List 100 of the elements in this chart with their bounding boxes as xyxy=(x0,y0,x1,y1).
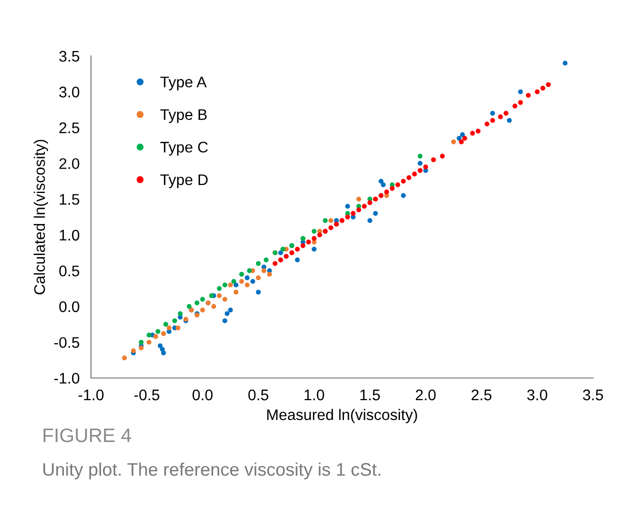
point xyxy=(356,207,362,212)
point xyxy=(239,278,244,284)
y-tick-label: 0.5 xyxy=(59,266,80,276)
point xyxy=(172,318,178,324)
x-axis-title: Measured ln(viscosity) xyxy=(267,408,418,424)
point xyxy=(186,304,192,309)
point xyxy=(423,164,428,170)
point xyxy=(484,122,490,126)
point xyxy=(224,311,230,316)
x-tick-label: 3.5 xyxy=(582,390,603,400)
point xyxy=(462,136,468,141)
point xyxy=(267,272,272,277)
caption: FIGURE 4 xyxy=(44,428,132,442)
point xyxy=(518,89,523,94)
point xyxy=(216,286,222,291)
point xyxy=(328,225,334,230)
y-tick-label: 3.0 xyxy=(59,86,80,98)
point xyxy=(300,243,306,248)
y-tick-label: 2.5 xyxy=(59,122,80,134)
point xyxy=(400,178,406,184)
point xyxy=(562,60,568,66)
point xyxy=(356,196,362,202)
point xyxy=(418,154,422,159)
point xyxy=(161,331,166,336)
point xyxy=(373,211,378,216)
point xyxy=(367,200,372,206)
point xyxy=(200,308,205,312)
point xyxy=(176,326,180,330)
point xyxy=(380,182,386,188)
point xyxy=(222,318,228,324)
point xyxy=(506,118,512,123)
point xyxy=(362,204,367,209)
point xyxy=(512,104,518,108)
point xyxy=(540,86,546,91)
point xyxy=(158,343,163,348)
text: Unity plot. The reference viscosity is 1 cSt. xyxy=(43,462,380,480)
point xyxy=(440,154,445,159)
x-tick-label: -0.5 xyxy=(134,390,160,400)
point xyxy=(504,110,508,116)
point xyxy=(526,92,531,98)
point xyxy=(222,282,228,288)
point xyxy=(130,348,136,354)
point xyxy=(122,356,127,360)
point xyxy=(244,282,250,288)
y-tick-label: 0.0 xyxy=(59,301,80,312)
point xyxy=(163,322,168,327)
point xyxy=(418,160,422,166)
point xyxy=(194,300,200,306)
point xyxy=(166,326,172,330)
point xyxy=(231,278,236,284)
point xyxy=(390,186,395,191)
legend-label: Type A xyxy=(160,76,207,90)
y-tick-label: -0.5 xyxy=(54,337,80,348)
point xyxy=(278,250,284,256)
legend-label: Type D xyxy=(160,174,208,188)
x-tick-label: 2.0 xyxy=(416,390,436,400)
point xyxy=(476,128,481,134)
point xyxy=(458,139,464,144)
point xyxy=(264,258,269,262)
x-tick-label: 3.0 xyxy=(527,390,548,400)
point xyxy=(451,139,456,144)
y-tick-label: 2.0 xyxy=(59,158,80,170)
legend-label: Type B xyxy=(160,109,207,124)
x-tick-label: 0.0 xyxy=(192,390,213,400)
point xyxy=(306,240,311,244)
x-tick-label: 0.5 xyxy=(248,390,268,400)
point xyxy=(256,261,261,266)
point xyxy=(400,193,406,198)
x-tick-label: -1.0 xyxy=(78,390,104,400)
point xyxy=(490,110,496,116)
point xyxy=(234,282,238,288)
point xyxy=(312,236,317,241)
point xyxy=(498,114,503,120)
point xyxy=(312,228,317,234)
point xyxy=(518,100,523,105)
x-tick-label: 1.5 xyxy=(360,390,380,400)
point xyxy=(209,293,214,298)
y-tick-label: -1.0 xyxy=(54,372,80,384)
point xyxy=(228,282,233,288)
point xyxy=(234,290,238,295)
point xyxy=(156,329,160,334)
point xyxy=(367,218,372,223)
point xyxy=(534,89,540,94)
point xyxy=(200,296,205,302)
point xyxy=(146,332,152,338)
point xyxy=(345,204,350,209)
point xyxy=(470,130,475,136)
y-tick-label: 1.5 xyxy=(60,194,80,205)
point xyxy=(312,246,317,252)
point xyxy=(328,218,334,223)
point xyxy=(350,211,356,216)
point xyxy=(250,278,256,284)
point xyxy=(178,311,183,316)
point xyxy=(294,246,300,252)
point xyxy=(239,272,244,277)
y-tick-label: 3.5 xyxy=(59,50,80,62)
point xyxy=(460,132,465,138)
point xyxy=(216,293,222,298)
point xyxy=(490,118,496,123)
point xyxy=(546,82,551,88)
